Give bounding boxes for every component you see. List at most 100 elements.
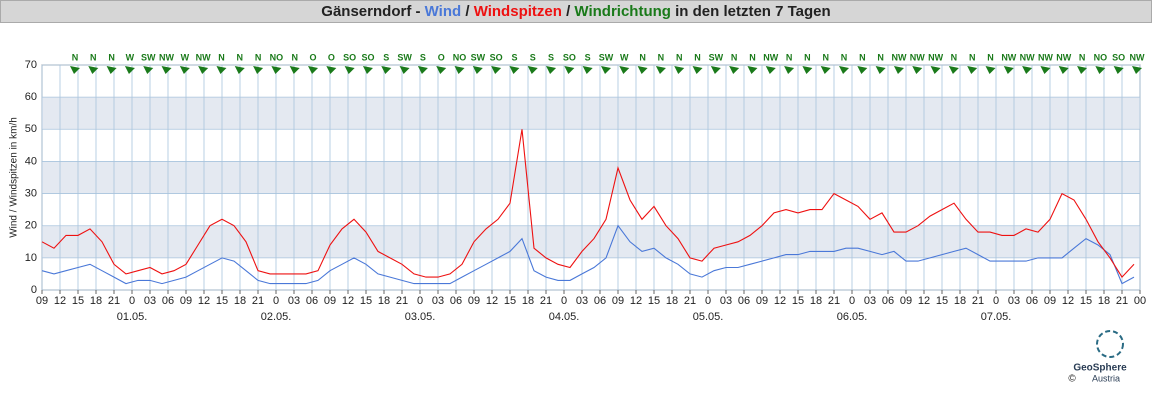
direction-arrow (582, 66, 593, 74)
direction-arrow (216, 66, 227, 74)
x-tick-label: 0 (993, 295, 999, 307)
x-tick-label: 15 (792, 295, 804, 307)
direction-label: N (694, 52, 701, 62)
x-tick-label: 06 (594, 295, 606, 307)
date-label: 01.05. (117, 311, 148, 323)
title-part: / (465, 3, 470, 20)
x-tick-label: 03 (576, 295, 588, 307)
direction-arrow (491, 66, 502, 74)
direction-arrow (857, 66, 868, 74)
direction-label: O (438, 52, 445, 62)
x-tick-label: 15 (72, 295, 84, 307)
direction-arrow (362, 66, 373, 74)
direction-arrow (509, 66, 520, 74)
direction-label: N (291, 52, 298, 62)
direction-arrow (930, 66, 941, 74)
direction-arrow (179, 66, 190, 74)
title-part: Gänserndorf (321, 3, 412, 20)
date-label: 07.05. (981, 311, 1012, 323)
direction-arrow (1113, 66, 1124, 74)
direction-arrow (747, 66, 758, 74)
x-tick-label: 12 (630, 295, 642, 307)
direction-label: SO (490, 52, 503, 62)
direction-label: NW (196, 52, 211, 62)
x-tick-label: 18 (954, 295, 966, 307)
direction-arrow (985, 66, 996, 74)
y-tick-label: 70 (25, 59, 37, 71)
direction-arrow (619, 66, 630, 74)
direction-label: NW (1130, 52, 1145, 62)
direction-label: N (786, 52, 793, 62)
direction-arrow (729, 66, 740, 74)
x-tick-label: 03 (432, 295, 444, 307)
direction-arrow (198, 66, 209, 74)
direction-arrow (784, 66, 795, 74)
y-tick-label: 10 (25, 252, 37, 264)
x-tick-label: 15 (936, 295, 948, 307)
x-tick-label: 00 (1134, 295, 1146, 307)
date-label: 06.05. (837, 311, 868, 323)
direction-arrow (875, 66, 886, 74)
x-tick-label: 12 (918, 295, 930, 307)
direction-label: NW (763, 52, 778, 62)
x-tick-label: 03 (288, 295, 300, 307)
direction-arrow (88, 66, 99, 74)
x-tick-label: 15 (648, 295, 660, 307)
direction-label: NO (270, 52, 284, 62)
x-tick-label: 18 (522, 295, 534, 307)
direction-label: N (255, 52, 262, 62)
date-label: 04.05. (549, 311, 580, 323)
x-tick-label: 09 (1044, 295, 1056, 307)
x-tick-label: 15 (216, 295, 228, 307)
direction-arrow (839, 66, 850, 74)
direction-arrow (143, 66, 154, 74)
logo-name: GeoSphere (1073, 363, 1127, 374)
direction-arrow (802, 66, 813, 74)
direction-label: N (731, 52, 738, 62)
x-tick-label: 21 (540, 295, 552, 307)
direction-label: N (749, 52, 756, 62)
direction-label: NW (159, 52, 174, 62)
direction-arrow (1058, 66, 1069, 74)
direction-label: N (237, 52, 244, 62)
direction-arrow (1095, 66, 1106, 74)
direction-arrow (253, 66, 264, 74)
title-part: in den letzten 7 Tagen (675, 3, 831, 20)
direction-label: N (1079, 52, 1086, 62)
series-line (41, 224, 1135, 285)
grid-band (42, 97, 1140, 130)
direction-arrow (765, 66, 776, 74)
direction-label: S (530, 52, 536, 62)
x-tick-label: 12 (198, 295, 210, 307)
direction-label: W (181, 52, 190, 62)
x-tick-label: 09 (900, 295, 912, 307)
direction-arrow (637, 66, 648, 74)
series-line (41, 129, 1135, 278)
logo-copyright: © (1068, 374, 1076, 385)
direction-label: SO (563, 52, 576, 62)
direction-arrow (1077, 66, 1088, 74)
x-tick-label: 09 (180, 295, 192, 307)
direction-arrow (106, 66, 117, 74)
direction-arrow (308, 66, 319, 74)
x-tick-label: 21 (684, 295, 696, 307)
direction-label: SO (1112, 52, 1125, 62)
direction-arrow (692, 66, 703, 74)
direction-arrow (234, 66, 245, 74)
direction-label: NW (928, 52, 943, 62)
x-tick-label: 21 (972, 295, 984, 307)
direction-label: N (90, 52, 97, 62)
logo-mark (1096, 330, 1124, 358)
direction-label: W (126, 52, 135, 62)
x-tick-label: 03 (1008, 295, 1020, 307)
direction-arrow (546, 66, 557, 74)
x-tick-label: 06 (1026, 295, 1038, 307)
date-label: 03.05. (405, 311, 436, 323)
date-label: 02.05. (261, 311, 292, 323)
direction-label: N (859, 52, 866, 62)
title-part: / (566, 3, 571, 20)
direction-label: S (420, 52, 426, 62)
direction-arrow (564, 66, 575, 74)
x-tick-label: 21 (396, 295, 408, 307)
direction-label: N (108, 52, 115, 62)
